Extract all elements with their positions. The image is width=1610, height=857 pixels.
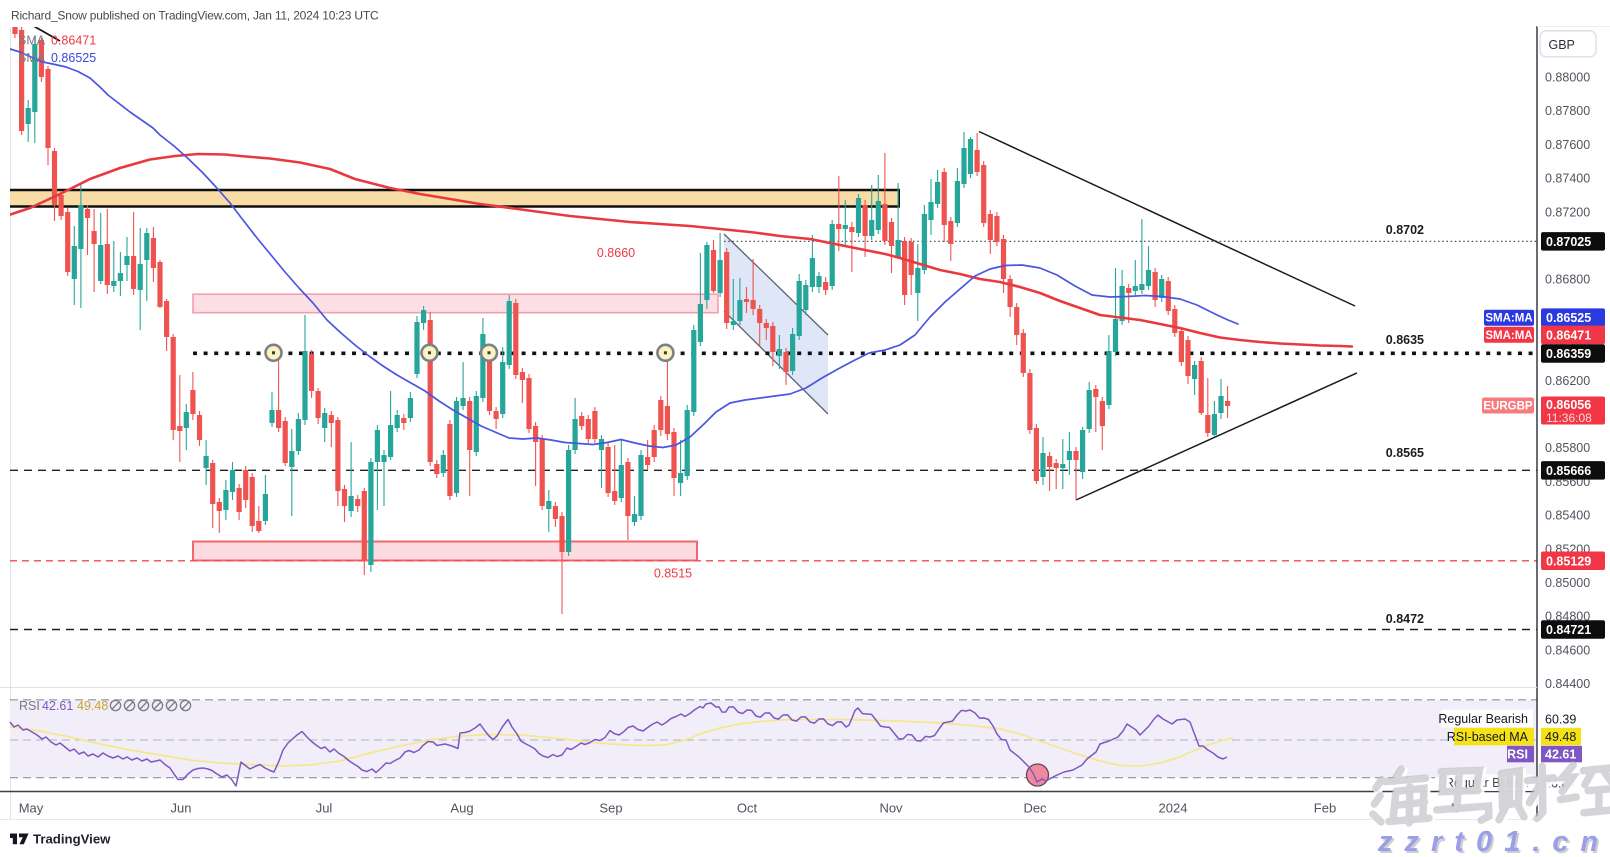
svg-text:0.8515: 0.8515 [654, 567, 692, 581]
svg-text:49.48: 49.48 [77, 699, 108, 713]
svg-text:SMA:MA: SMA:MA [1485, 330, 1532, 342]
svg-text:SMA: SMA [18, 34, 46, 48]
svg-text:0.8702: 0.8702 [1386, 223, 1424, 237]
svg-text:Nov: Nov [879, 801, 903, 816]
svg-text:0.8565: 0.8565 [1386, 446, 1424, 460]
svg-text:0.87200: 0.87200 [1545, 205, 1590, 219]
svg-text:SMA: SMA [18, 51, 46, 65]
svg-text:0.87400: 0.87400 [1545, 172, 1590, 186]
svg-text:0.87025: 0.87025 [1546, 235, 1591, 249]
svg-text:zzrt01.cn: zzrt01.cn [1377, 826, 1610, 857]
svg-text:0.85129: 0.85129 [1546, 554, 1591, 568]
svg-text:0.86800: 0.86800 [1545, 273, 1590, 287]
svg-text:Jul: Jul [316, 801, 333, 816]
svg-text:Aug: Aug [450, 801, 473, 816]
svg-text:42.61: 42.61 [42, 699, 73, 713]
svg-text:0.8635: 0.8635 [1386, 333, 1424, 347]
svg-text:0.8472: 0.8472 [1386, 612, 1424, 626]
svg-text:11:36:08: 11:36:08 [1546, 411, 1592, 425]
svg-text:49.48: 49.48 [1545, 730, 1576, 744]
svg-text:0.84600: 0.84600 [1545, 643, 1590, 657]
svg-text:0.87800: 0.87800 [1545, 104, 1590, 118]
svg-text:Jun: Jun [171, 801, 192, 816]
svg-text:0.85400: 0.85400 [1545, 509, 1590, 523]
svg-text:0.85666: 0.85666 [1546, 464, 1591, 478]
svg-text:TradingView: TradingView [33, 832, 111, 847]
svg-text:Feb: Feb [1314, 801, 1336, 816]
svg-text:May: May [19, 801, 44, 816]
svg-text:0.86200: 0.86200 [1545, 374, 1590, 388]
svg-text:0.87600: 0.87600 [1545, 138, 1590, 152]
svg-text:0.85000: 0.85000 [1545, 576, 1590, 590]
svg-text:Oct: Oct [737, 801, 758, 816]
svg-text:60.39: 60.39 [1545, 713, 1576, 727]
svg-text:0.84400: 0.84400 [1545, 677, 1590, 691]
svg-text:0.86525: 0.86525 [51, 51, 96, 65]
svg-text:0.85800: 0.85800 [1545, 441, 1590, 455]
svg-text:RSI: RSI [19, 699, 40, 713]
svg-text:Dec: Dec [1023, 801, 1047, 816]
svg-text:2024: 2024 [1159, 801, 1188, 816]
svg-text:0.86525: 0.86525 [1546, 311, 1591, 325]
svg-text:0.88000: 0.88000 [1545, 71, 1590, 85]
svg-text:0.86056: 0.86056 [1546, 398, 1591, 412]
svg-text:RSI-based MA: RSI-based MA [1447, 730, 1529, 744]
svg-text:RSI: RSI [1507, 748, 1528, 762]
svg-text:0.84721: 0.84721 [1546, 623, 1591, 637]
svg-text:0.86471: 0.86471 [1546, 328, 1591, 342]
svg-text:Sep: Sep [599, 801, 622, 816]
svg-text:GBP: GBP [1549, 38, 1575, 52]
svg-text:zzrt01.cn: zzrt01.cn [1379, 828, 1610, 857]
svg-text:0.86359: 0.86359 [1546, 347, 1591, 361]
svg-text:0.86471: 0.86471 [51, 34, 96, 48]
svg-text:42.61: 42.61 [1545, 748, 1576, 762]
svg-text:SMA:MA: SMA:MA [1485, 313, 1532, 325]
svg-text:0.8660: 0.8660 [597, 246, 635, 260]
svg-text:EURGBP: EURGBP [1483, 401, 1533, 413]
svg-text:Richard_Snow published on Trad: Richard_Snow published on TradingView.co… [11, 9, 379, 23]
svg-text:Regular Bearish: Regular Bearish [1438, 712, 1528, 726]
